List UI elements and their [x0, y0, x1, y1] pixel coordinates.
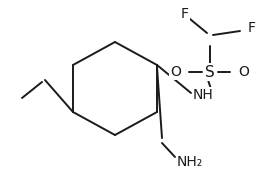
Text: S: S: [205, 64, 215, 79]
Text: NH: NH: [193, 88, 214, 102]
Text: F: F: [248, 21, 256, 35]
Text: NH₂: NH₂: [177, 155, 203, 169]
Text: F: F: [181, 7, 189, 21]
Text: O: O: [170, 65, 181, 79]
Text: O: O: [238, 65, 249, 79]
